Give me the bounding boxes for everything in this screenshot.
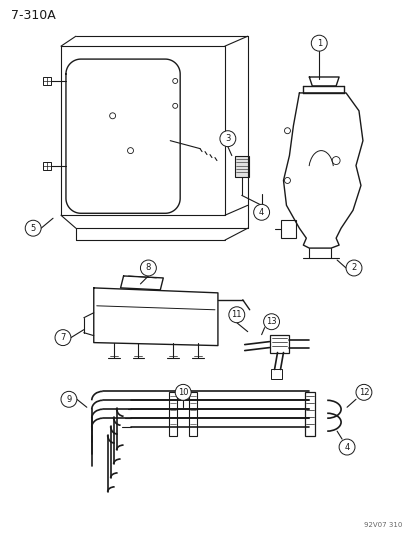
Circle shape xyxy=(338,439,354,455)
Text: 1: 1 xyxy=(316,39,321,47)
Bar xyxy=(269,335,289,352)
Text: 3: 3 xyxy=(225,134,230,143)
Text: 2: 2 xyxy=(351,263,356,272)
Circle shape xyxy=(345,260,361,276)
Text: 8: 8 xyxy=(145,263,151,272)
Text: 7: 7 xyxy=(60,333,66,342)
Bar xyxy=(234,156,248,177)
Circle shape xyxy=(253,204,269,220)
Circle shape xyxy=(355,384,371,400)
Circle shape xyxy=(311,35,326,51)
Circle shape xyxy=(55,330,71,345)
Text: 92V07 310: 92V07 310 xyxy=(363,522,402,528)
Text: 13: 13 xyxy=(266,317,276,326)
Circle shape xyxy=(175,384,191,400)
Circle shape xyxy=(228,307,244,322)
Circle shape xyxy=(61,391,77,407)
Text: 9: 9 xyxy=(66,395,71,404)
Bar xyxy=(270,369,282,379)
Bar xyxy=(169,392,177,436)
Circle shape xyxy=(25,220,41,236)
Text: 11: 11 xyxy=(231,310,242,319)
Circle shape xyxy=(140,260,156,276)
Text: 12: 12 xyxy=(358,388,368,397)
Bar xyxy=(281,220,296,238)
Text: 4: 4 xyxy=(344,442,349,451)
Text: 5: 5 xyxy=(31,224,36,233)
Bar xyxy=(189,392,197,436)
Bar xyxy=(305,392,315,436)
Text: 10: 10 xyxy=(178,388,188,397)
Circle shape xyxy=(219,131,235,147)
Circle shape xyxy=(263,314,279,330)
Text: 4: 4 xyxy=(259,208,263,217)
Text: 7-310A: 7-310A xyxy=(11,9,56,22)
